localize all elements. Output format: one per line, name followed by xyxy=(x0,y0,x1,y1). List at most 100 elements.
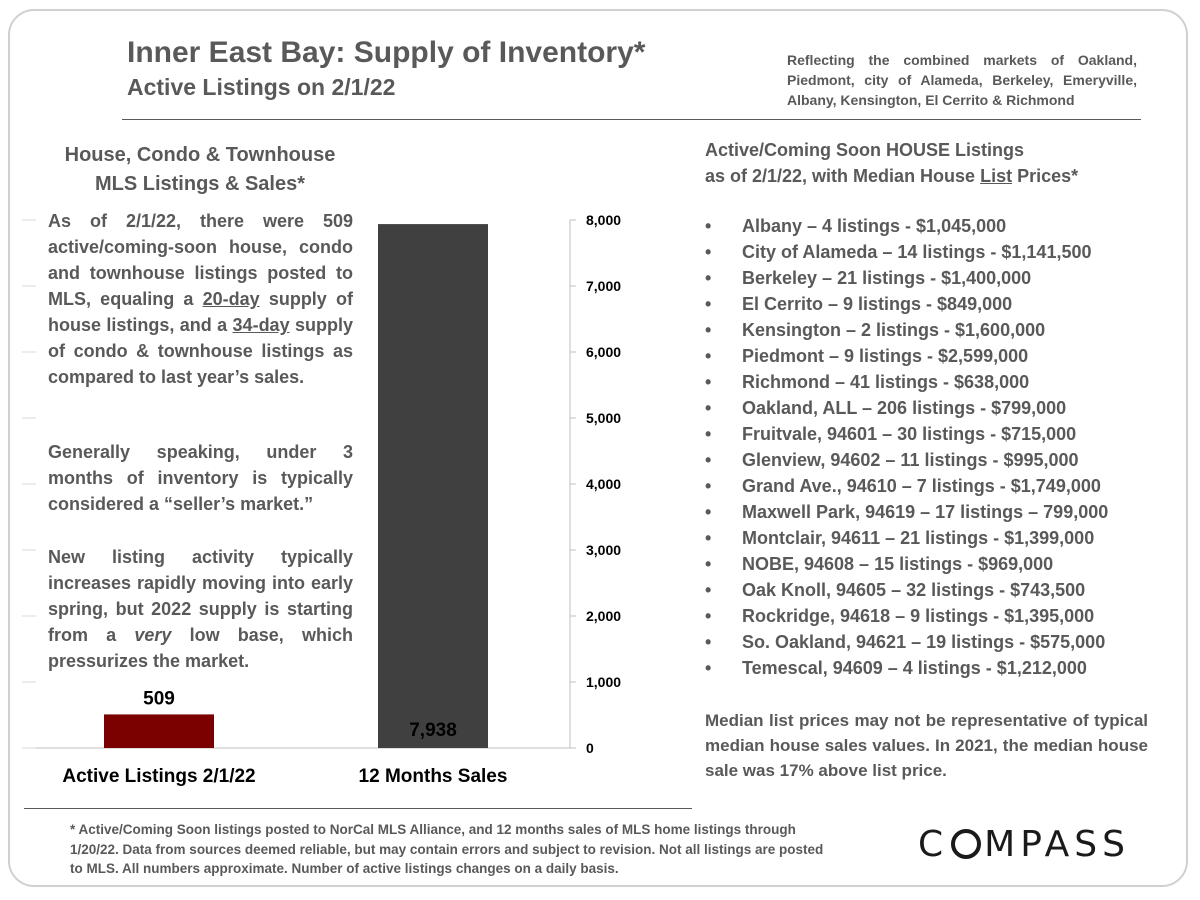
condo-supply-days: 34-day xyxy=(232,315,290,335)
markets-note: Reflecting the combined markets of Oakla… xyxy=(787,52,1137,108)
listing-item: • Montclair, 94611 – 21 listings - $1,399… xyxy=(705,525,1108,551)
bullet-icon: • xyxy=(705,398,712,418)
bullet-icon: • xyxy=(705,424,712,444)
header-divider xyxy=(122,119,1141,120)
bullet-icon: • xyxy=(705,580,712,600)
y-tick-label: 6,000 xyxy=(586,344,621,360)
y-tick-label: 5,000 xyxy=(586,410,621,426)
listings-heading-underlined: List xyxy=(980,166,1013,186)
listing-item: • Kensington – 2 listings - $1,600,000 xyxy=(705,317,1108,343)
listing-item: • City of Alameda – 14 listings - $1,141,… xyxy=(705,239,1108,265)
bullet-icon: • xyxy=(705,476,712,496)
logo-o-ring xyxy=(951,829,982,859)
listing-text: Rockridge, 94618 – 9 listings - $1,395,0… xyxy=(742,606,1095,626)
y-tick-label: 2,000 xyxy=(586,608,621,624)
listing-item: • Maxwell Park, 94619 – 17 listings – 799… xyxy=(705,499,1108,525)
listing-item: • Glenview, 94602 – 11 listings - $995,00… xyxy=(705,447,1108,473)
bullet-icon: • xyxy=(705,554,712,574)
listings-heading: Active/Coming Soon HOUSE Listings as of … xyxy=(705,137,1078,189)
y-tick-label: 1,000 xyxy=(586,674,621,690)
bullet-icon: • xyxy=(705,294,712,314)
listing-text: Richmond – 41 listings - $638,000 xyxy=(742,372,1030,392)
listing-text: Piedmont – 9 listings - $2,599,000 xyxy=(742,346,1029,366)
bullet-icon: • xyxy=(705,606,712,626)
listing-item: • Oak Knoll, 94605 – 32 listings - $743,5… xyxy=(705,577,1108,603)
listing-text: El Cerrito – 9 listings - $849,000 xyxy=(742,294,1013,314)
listing-text: So. Oakland, 94621 – 19 listings - $575,… xyxy=(742,632,1106,652)
listings-list: • Albany – 4 listings - $1,045,000 • City o… xyxy=(705,213,1108,681)
bullet-icon: • xyxy=(705,346,712,366)
listing-item: • El Cerrito – 9 listings - $849,000 xyxy=(705,291,1108,317)
y-tick-label: 8,000 xyxy=(586,212,621,228)
footer-divider xyxy=(24,808,692,809)
bullet-icon: • xyxy=(705,528,712,548)
listing-text: City of Alameda – 14 listings - $1,141,5… xyxy=(742,242,1092,262)
y-tick-label: 0 xyxy=(586,740,594,756)
listing-item: • NOBE, 94608 – 15 listings - $969,000 xyxy=(705,551,1108,577)
bullet-icon: • xyxy=(705,268,712,288)
spring-text-a: New listing activity typically increases… xyxy=(48,547,353,645)
listings-heading-line1: Active/Coming Soon HOUSE Listings xyxy=(705,140,1025,160)
inventory-text-c: supply of condo & townhouse listings as … xyxy=(48,315,353,387)
inventory-text-b: supply of house listings, and a xyxy=(48,289,353,335)
listing-text: Oakland, ALL – 206 listings - $799,000 xyxy=(742,398,1067,418)
listing-item: • Rockridge, 94618 – 9 listings - $1,395,… xyxy=(705,603,1108,629)
bar xyxy=(378,224,488,749)
listing-item: • Fruitvale, 94601 – 30 listings - $715,0… xyxy=(705,421,1108,447)
listing-text: NOBE, 94608 – 15 listings - $969,000 xyxy=(742,554,1054,574)
bar-value-label: 7,938 xyxy=(409,720,457,741)
page-subtitle: Active Listings on 2/1/22 xyxy=(127,74,396,100)
spring-text-b: low base, which pressurizes the market. xyxy=(48,625,353,671)
slide-frame xyxy=(8,9,1188,887)
listing-text: Temescal, 94609 – 4 listings - $1,212,00… xyxy=(742,658,1087,678)
bullet-icon: • xyxy=(705,216,712,236)
listing-item: • So. Oakland, 94621 – 19 listings - $575… xyxy=(705,629,1108,655)
y-tick-label: 3,000 xyxy=(586,542,621,558)
y-tick-label: 4,000 xyxy=(586,476,621,492)
listing-text: Montclair, 94611 – 21 listings - $1,399,… xyxy=(742,528,1095,548)
bullet-icon: • xyxy=(705,632,712,652)
listings-heading-text-b: Prices* xyxy=(1012,166,1079,186)
spring-text-emphasis: very xyxy=(134,625,172,645)
listing-text: Glenview, 94602 – 11 listings - $995,000 xyxy=(742,450,1079,470)
listing-text: Fruitvale, 94601 – 30 listings - $715,00… xyxy=(742,424,1077,444)
bar-value-label: 509 xyxy=(143,688,175,709)
listing-text: Kensington – 2 listings - $1,600,000 xyxy=(742,320,1046,340)
bar xyxy=(104,714,214,748)
footnote: * Active/Coming Soon listings posted to … xyxy=(70,822,824,876)
listing-text: Berkeley – 21 listings - $1,400,000 xyxy=(742,268,1032,288)
listing-text: Albany – 4 listings - $1,045,000 xyxy=(742,216,1007,236)
listing-item: • Albany – 4 listings - $1,045,000 xyxy=(705,213,1108,239)
listing-text: Grand Ave., 94610 – 7 listings - $1,749,… xyxy=(742,476,1101,496)
x-category-label: Active Listings 2/1/22 xyxy=(62,766,255,787)
listing-item: • Oakland, ALL – 206 listings - $799,000 xyxy=(705,395,1108,421)
bullet-icon: • xyxy=(705,658,712,678)
inventory-text-a: As of 2/1/22, there were 509 active/comi… xyxy=(48,211,353,309)
bullet-icon: • xyxy=(705,320,712,340)
bullet-icon: • xyxy=(705,242,712,262)
listings-heading-text-a: as of 2/1/22, with Median House xyxy=(705,166,981,186)
spring-activity-paragraph: New listing activity typically increases… xyxy=(48,544,353,674)
logo-text-right: MPASS xyxy=(984,824,1130,865)
listing-item: • Berkeley – 21 listings - $1,400,000 xyxy=(705,265,1108,291)
listing-item: • Grand Ave., 94610 – 7 listings - $1,749… xyxy=(705,473,1108,499)
sellers-market-paragraph: Generally speaking, under 3 months of in… xyxy=(48,442,353,514)
bullet-icon: • xyxy=(705,450,712,470)
median-note: Median list prices may not be representa… xyxy=(705,711,1148,780)
listing-text: Oak Knoll, 94605 – 32 listings - $743,50… xyxy=(742,580,1086,600)
listing-item: • Richmond – 41 listings - $638,000 xyxy=(705,369,1108,395)
bullet-icon: • xyxy=(705,502,712,522)
inventory-paragraph: As of 2/1/22, there were 509 active/comi… xyxy=(48,208,353,390)
chart-heading: House, Condo & Townhouse MLS Listings & … xyxy=(64,144,336,195)
page-title: Inner East Bay: Supply of Inventory* xyxy=(127,36,646,69)
logo-text-left: C xyxy=(918,824,949,865)
listing-text: Maxwell Park, 94619 – 17 listings – 799,… xyxy=(742,502,1109,522)
y-tick-label: 7,000 xyxy=(586,278,621,294)
compass-logo: C MPASS xyxy=(918,824,1130,865)
listings-heading-line2: as of 2/1/22, with Median House List Pri… xyxy=(705,163,1078,189)
bullet-icon: • xyxy=(705,372,712,392)
listing-item: • Piedmont – 9 listings - $2,599,000 xyxy=(705,343,1108,369)
house-supply-days: 20-day xyxy=(202,289,260,309)
listing-item: • Temescal, 94609 – 4 listings - $1,212,0… xyxy=(705,655,1108,681)
